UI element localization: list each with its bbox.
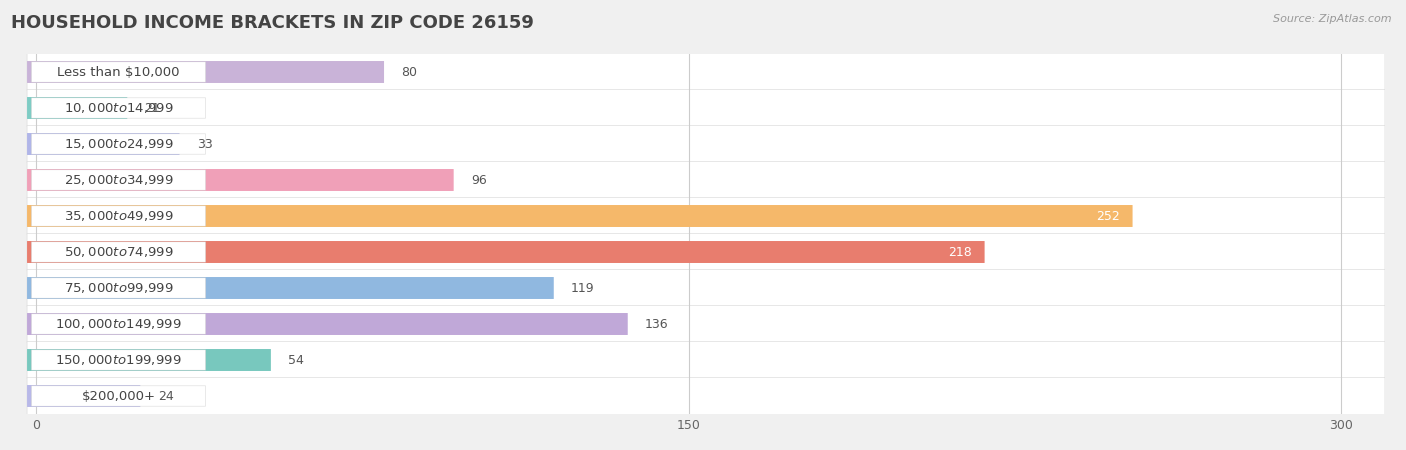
FancyBboxPatch shape — [31, 242, 205, 262]
Text: HOUSEHOLD INCOME BRACKETS IN ZIP CODE 26159: HOUSEHOLD INCOME BRACKETS IN ZIP CODE 26… — [11, 14, 534, 32]
FancyBboxPatch shape — [27, 277, 554, 299]
Text: $25,000 to $34,999: $25,000 to $34,999 — [63, 173, 173, 187]
Text: 252: 252 — [1095, 210, 1119, 222]
Text: $50,000 to $74,999: $50,000 to $74,999 — [63, 245, 173, 259]
FancyBboxPatch shape — [27, 169, 454, 191]
FancyBboxPatch shape — [27, 97, 128, 119]
FancyBboxPatch shape — [31, 314, 205, 334]
FancyBboxPatch shape — [27, 313, 627, 335]
Text: 33: 33 — [197, 138, 212, 150]
FancyBboxPatch shape — [27, 162, 1385, 198]
Text: $10,000 to $14,999: $10,000 to $14,999 — [63, 101, 173, 115]
FancyBboxPatch shape — [27, 198, 1385, 234]
FancyBboxPatch shape — [31, 206, 205, 226]
Text: $75,000 to $99,999: $75,000 to $99,999 — [63, 281, 173, 295]
Text: $200,000+: $200,000+ — [82, 390, 156, 402]
Text: $150,000 to $199,999: $150,000 to $199,999 — [55, 353, 181, 367]
FancyBboxPatch shape — [31, 350, 205, 370]
FancyBboxPatch shape — [27, 133, 180, 155]
FancyBboxPatch shape — [27, 241, 984, 263]
Text: 218: 218 — [948, 246, 972, 258]
Text: 119: 119 — [571, 282, 595, 294]
FancyBboxPatch shape — [27, 90, 1385, 126]
Text: Less than $10,000: Less than $10,000 — [58, 66, 180, 78]
FancyBboxPatch shape — [27, 342, 1385, 378]
FancyBboxPatch shape — [31, 62, 205, 82]
FancyBboxPatch shape — [31, 98, 205, 118]
FancyBboxPatch shape — [27, 349, 271, 371]
FancyBboxPatch shape — [27, 205, 1133, 227]
FancyBboxPatch shape — [31, 170, 205, 190]
FancyBboxPatch shape — [27, 378, 1385, 414]
FancyBboxPatch shape — [31, 386, 205, 406]
FancyBboxPatch shape — [27, 270, 1385, 306]
FancyBboxPatch shape — [27, 61, 384, 83]
Text: $35,000 to $49,999: $35,000 to $49,999 — [63, 209, 173, 223]
Text: $15,000 to $24,999: $15,000 to $24,999 — [63, 137, 173, 151]
Text: 80: 80 — [401, 66, 418, 78]
Text: 24: 24 — [157, 390, 173, 402]
FancyBboxPatch shape — [27, 126, 1385, 162]
FancyBboxPatch shape — [31, 134, 205, 154]
FancyBboxPatch shape — [31, 278, 205, 298]
Text: 54: 54 — [288, 354, 304, 366]
Text: 21: 21 — [145, 102, 160, 114]
FancyBboxPatch shape — [27, 234, 1385, 270]
Text: Source: ZipAtlas.com: Source: ZipAtlas.com — [1274, 14, 1392, 23]
FancyBboxPatch shape — [27, 306, 1385, 342]
Text: $100,000 to $149,999: $100,000 to $149,999 — [55, 317, 181, 331]
Text: 136: 136 — [645, 318, 669, 330]
FancyBboxPatch shape — [27, 54, 1385, 90]
Text: 96: 96 — [471, 174, 486, 186]
FancyBboxPatch shape — [27, 385, 141, 407]
